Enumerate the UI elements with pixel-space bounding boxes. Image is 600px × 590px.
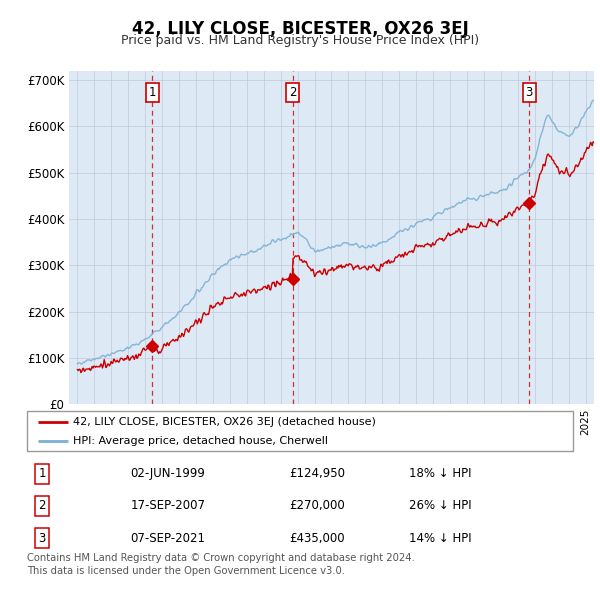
Text: 1: 1 bbox=[38, 467, 46, 480]
Text: £124,950: £124,950 bbox=[289, 467, 345, 480]
Text: 18% ↓ HPI: 18% ↓ HPI bbox=[409, 467, 472, 480]
Text: £435,000: £435,000 bbox=[289, 532, 345, 545]
Text: £270,000: £270,000 bbox=[289, 499, 345, 512]
Text: 42, LILY CLOSE, BICESTER, OX26 3EJ: 42, LILY CLOSE, BICESTER, OX26 3EJ bbox=[131, 20, 469, 38]
Text: 02-JUN-1999: 02-JUN-1999 bbox=[131, 467, 206, 480]
Text: 2: 2 bbox=[289, 86, 296, 99]
Text: 3: 3 bbox=[38, 532, 46, 545]
Text: 2: 2 bbox=[38, 499, 46, 512]
Text: 1: 1 bbox=[149, 86, 156, 99]
Text: 3: 3 bbox=[526, 86, 533, 99]
Text: Contains HM Land Registry data © Crown copyright and database right 2024.
This d: Contains HM Land Registry data © Crown c… bbox=[27, 553, 415, 576]
Text: 07-SEP-2021: 07-SEP-2021 bbox=[131, 532, 206, 545]
Text: 26% ↓ HPI: 26% ↓ HPI bbox=[409, 499, 472, 512]
Text: 17-SEP-2007: 17-SEP-2007 bbox=[131, 499, 206, 512]
Text: HPI: Average price, detached house, Cherwell: HPI: Average price, detached house, Cher… bbox=[73, 435, 328, 445]
Text: 14% ↓ HPI: 14% ↓ HPI bbox=[409, 532, 472, 545]
Text: Price paid vs. HM Land Registry's House Price Index (HPI): Price paid vs. HM Land Registry's House … bbox=[121, 34, 479, 47]
Text: 42, LILY CLOSE, BICESTER, OX26 3EJ (detached house): 42, LILY CLOSE, BICESTER, OX26 3EJ (deta… bbox=[73, 417, 376, 427]
